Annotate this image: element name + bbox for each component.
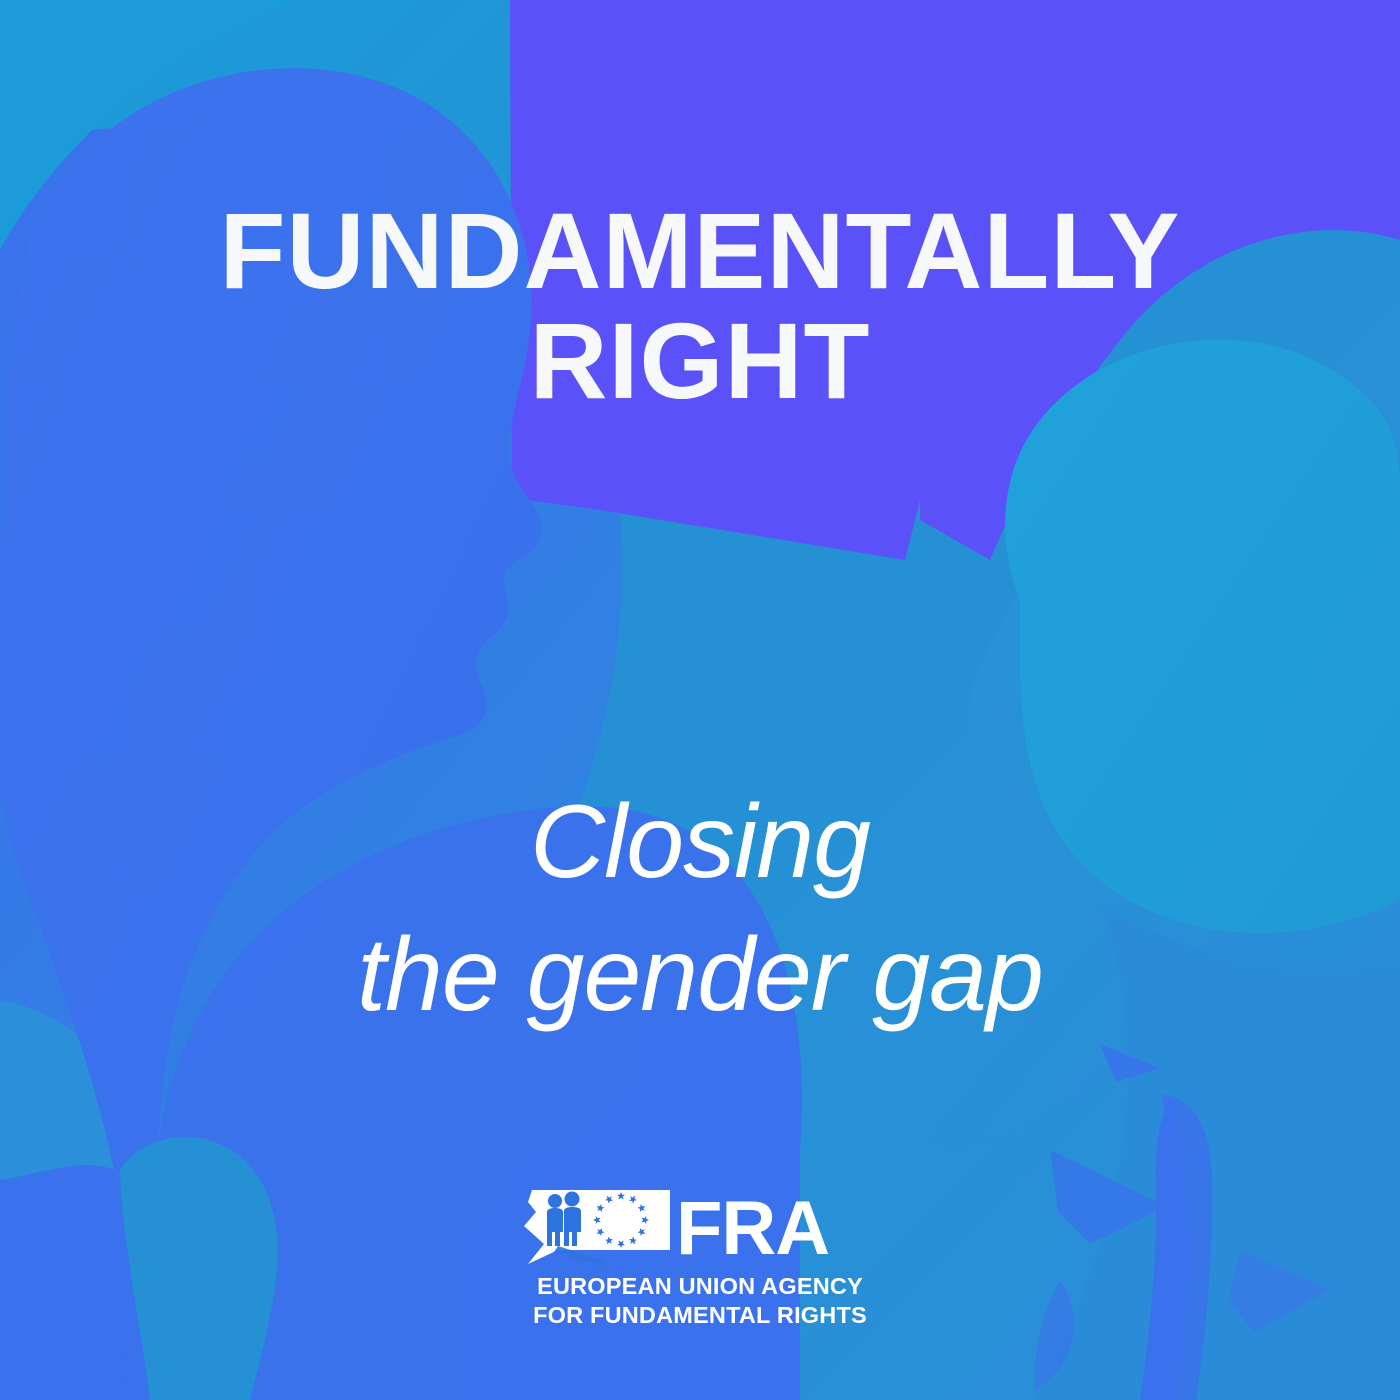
title-line-1: FUNDAMENTALLY — [219, 190, 1181, 311]
fra-logo: FRA EUROPEAN UNION AGENCY FOR FUNDAMENTA… — [522, 1182, 878, 1329]
poster-subtitle: Closing the gender gap — [110, 776, 1290, 1042]
fra-logo-top-row: FRA — [522, 1182, 878, 1272]
right-head-hair-shape — [1005, 339, 1400, 933]
fra-logo-subtitle-line-1: EUROPEAN UNION AGENCY — [537, 1273, 863, 1299]
right-hand-accent-c — [1228, 1250, 1330, 1332]
bottom-right-blue-column — [1140, 1100, 1190, 1400]
right-hand-accent-d — [1034, 1280, 1075, 1390]
subtitle-line-1: Closing — [530, 784, 871, 901]
fra-emblem-icon — [522, 1182, 672, 1266]
eu-stars-circle — [593, 1192, 649, 1248]
two-figures-glyph — [547, 1191, 581, 1246]
right-hand-accent-a — [1100, 1044, 1160, 1082]
right-hand-accent-b — [1050, 1150, 1166, 1244]
head-profile-left-silhouette-icon — [0, 68, 543, 1200]
purple-panel-shape — [510, 0, 920, 560]
poster-title: FUNDAMENTALLY RIGHT — [170, 190, 1230, 422]
title-line-2: RIGHT — [529, 300, 871, 422]
left-shoulder-shape — [120, 806, 802, 1400]
fra-wordmark: FRA — [676, 1186, 830, 1272]
top-left-teal-corner — [0, 0, 300, 250]
subtitle-line-2: the gender gap — [357, 917, 1044, 1034]
fra-logo-subtitle-line-2: FOR FUNDAMENTAL RIGHTS — [533, 1301, 867, 1328]
fra-logo-subtitle: EUROPEAN UNION AGENCY FOR FUNDAMENTAL RI… — [522, 1272, 878, 1329]
mid-teal-wedge — [120, 1137, 278, 1400]
right-shoulder-shape — [1036, 900, 1400, 1400]
